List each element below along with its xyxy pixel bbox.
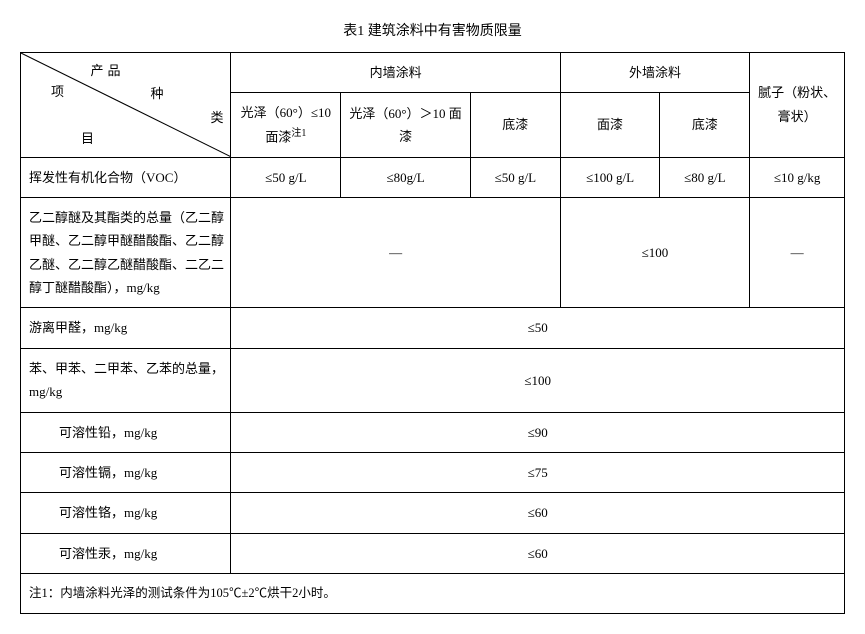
cell: ≤90 [231,412,845,452]
row-label: 苯、甲苯、二甲苯、乙苯的总量，mg/kg [21,348,231,412]
cell: ≤60 [231,493,845,533]
footnote: 注1：内墙涂料光泽的测试条件为105℃±2℃烘干2小时。 [21,574,845,614]
col-group-putty: 腻子（粉状、膏状） [750,53,845,158]
row-mercury: 可溶性汞，mg/kg ≤60 [21,533,845,573]
diagonal-header: 产品 种 类 项 目 [21,53,231,158]
cell: ≤50 [231,308,845,348]
cell: ≤10 g/kg [750,157,845,197]
limits-table: 产品 种 类 项 目 内墙涂料 外墙涂料 腻子（粉状、膏状） 光泽（60°）≤1… [20,52,845,614]
row-label: 可溶性汞，mg/kg [21,533,231,573]
row-cadmium: 可溶性镉，mg/kg ≤75 [21,453,845,493]
sup-note: 注1 [291,128,306,139]
col-inner-gloss-low: 光泽（60°）≤10 面漆注1 [231,93,341,157]
cell: ≤100 [231,348,845,412]
col-group-inner: 内墙涂料 [231,53,560,93]
table-caption: 表1 建筑涂料中有害物质限量 [20,20,845,40]
cell: ≤75 [231,453,845,493]
col-outer-topcoat: 面漆 [560,93,660,157]
cell: ≤100 [560,197,750,308]
row-label: 可溶性镉，mg/kg [21,453,231,493]
diag-text: 品 [107,63,124,78]
col-inner-primer: 底漆 [470,93,560,157]
row-benzene: 苯、甲苯、二甲苯、乙苯的总量，mg/kg ≤100 [21,348,845,412]
row-voc: 挥发性有机化合物（VOC） ≤50 g/L ≤80g/L ≤50 g/L ≤10… [21,157,845,197]
row-label: 可溶性铅，mg/kg [21,412,231,452]
col-outer-primer: 底漆 [660,93,750,157]
cell: ≤80 g/L [660,157,750,197]
cell: ≤100 g/L [560,157,660,197]
col-inner-gloss-high: 光泽（60°）＞10 面漆 [341,93,471,157]
row-glycol: 乙二醇醚及其酯类的总量（乙二醇甲醚、乙二醇甲醚醋酸酯、乙二醇乙醚、乙二醇乙醚醋酸… [21,197,845,308]
diag-text: 目 [31,127,131,150]
cell: ≤50 g/L [231,157,341,197]
row-lead: 可溶性铅，mg/kg ≤90 [21,412,845,452]
diag-text: 项 [31,80,131,103]
row-label: 可溶性铬，mg/kg [21,493,231,533]
cell: ≤80g/L [341,157,471,197]
cell-text: 光泽（60°）≤10 面漆 [241,105,331,144]
diag-bottom-label: 项 目 [31,80,131,150]
row-footnote: 注1：内墙涂料光泽的测试条件为105℃±2℃烘干2小时。 [21,574,845,614]
cell: — [750,197,845,308]
cell: — [231,197,560,308]
header-row-1: 产品 种 类 项 目 内墙涂料 外墙涂料 腻子（粉状、膏状） [21,53,845,93]
row-label: 挥发性有机化合物（VOC） [21,157,231,197]
diag-text: 产 [90,63,107,78]
row-chromium: 可溶性铬，mg/kg ≤60 [21,493,845,533]
col-group-outer: 外墙涂料 [560,53,750,93]
row-label: 游离甲醛，mg/kg [21,308,231,348]
row-label: 乙二醇醚及其酯类的总量（乙二醇甲醚、乙二醇甲醚醋酸酯、乙二醇乙醚、乙二醇乙醚醋酸… [21,197,231,308]
row-formaldehyde: 游离甲醛，mg/kg ≤50 [21,308,845,348]
cell: ≤50 g/L [470,157,560,197]
cell: ≤60 [231,533,845,573]
